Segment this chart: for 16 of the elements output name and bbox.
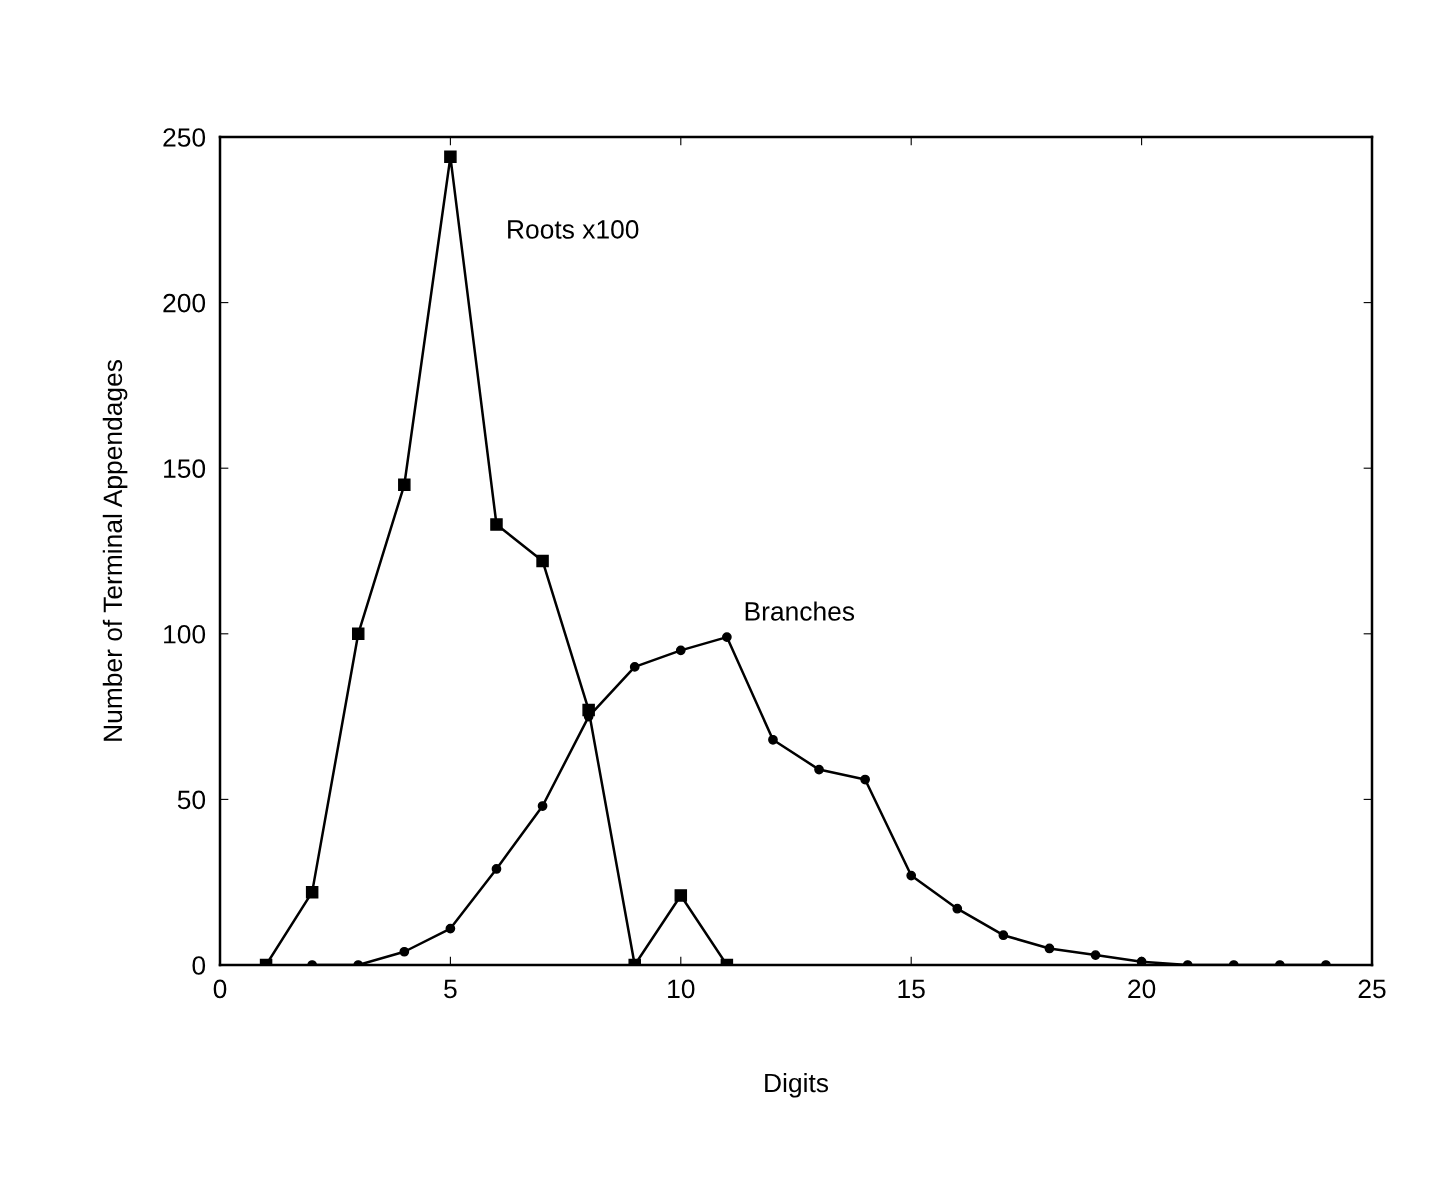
x-tick-label: 0 bbox=[213, 979, 227, 999]
y-tick-label: 50 bbox=[177, 790, 206, 810]
x-tick-label: 10 bbox=[668, 979, 695, 999]
series-label: Roots x100 bbox=[508, 220, 639, 239]
x-tick-label: 20 bbox=[1128, 979, 1156, 999]
y-tick-label: 0 bbox=[192, 956, 206, 975]
y-axis-title: Number of Terminal Appendages bbox=[102, 360, 128, 741]
series-label: Branches bbox=[745, 601, 855, 621]
y-tick-label: 150 bbox=[164, 459, 206, 479]
y-tick-label: 250 bbox=[163, 128, 206, 147]
x-tick-label: 15 bbox=[898, 979, 925, 999]
x-tick-label: 5 bbox=[444, 979, 457, 999]
y-tick-label: 200 bbox=[163, 293, 206, 313]
x-axis-title: Digits bbox=[765, 1072, 829, 1098]
x-tick-label: 25 bbox=[1358, 979, 1386, 999]
y-tick-label: 100 bbox=[164, 624, 206, 644]
